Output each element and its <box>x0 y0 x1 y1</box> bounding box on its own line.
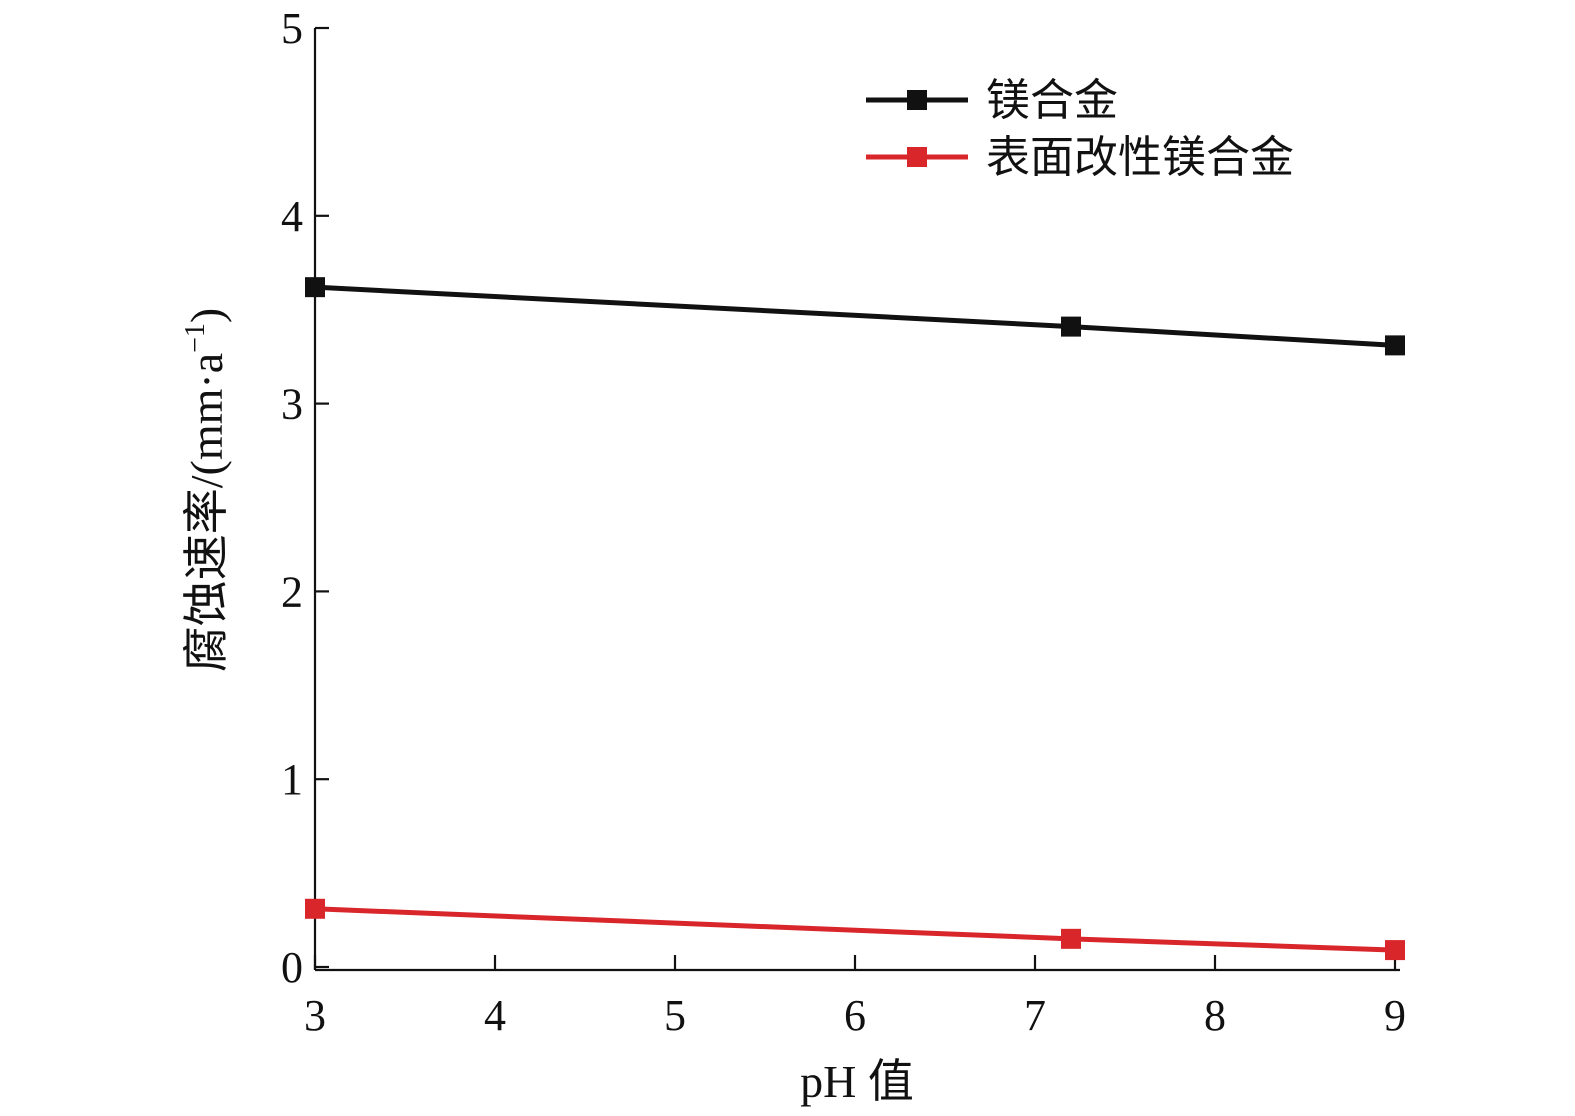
legend-marker <box>907 147 927 167</box>
y-axis-label: 腐蚀速率/(mm·a−1) <box>180 308 232 673</box>
series-line <box>314 284 1396 348</box>
legend-label: 镁合金 <box>986 76 1118 125</box>
y-tick-label: 2 <box>281 567 303 616</box>
legend-marker <box>907 90 927 110</box>
y-tick-label: 3 <box>281 380 303 429</box>
x-axis-label: pH 值 <box>800 1056 914 1107</box>
data-point <box>1061 316 1081 337</box>
data-point <box>1385 940 1405 961</box>
x-tick-label: 3 <box>304 991 326 1040</box>
y-tick-label: 0 <box>281 943 303 992</box>
legend-label: 表面改性镁合金 <box>986 133 1294 182</box>
data-point <box>1385 335 1405 356</box>
y-tick-label: 1 <box>281 755 303 804</box>
y-tick-label: 4 <box>281 192 303 241</box>
series-1 <box>305 277 1405 356</box>
y-ticks: 0 1 2 3 4 5 <box>281 4 329 992</box>
data-point <box>305 277 325 298</box>
y-tick-label: 5 <box>281 4 303 53</box>
data-point <box>305 898 325 919</box>
y-axis-label-superscript: −1 <box>180 323 211 353</box>
legend-item: 镁合金 <box>866 76 1118 125</box>
y-axis-label-main: 腐蚀速率/(mm·a <box>181 353 232 672</box>
x-tick-label: 8 <box>1204 991 1226 1040</box>
x-tick-label: 6 <box>844 991 866 1040</box>
data-point <box>1061 928 1081 949</box>
legend-item: 表面改性镁合金 <box>866 133 1294 182</box>
series-2 <box>305 898 1405 961</box>
y-axis-label-tail: ) <box>181 308 232 323</box>
series-line <box>314 906 1396 953</box>
x-tick-label: 5 <box>664 991 686 1040</box>
x-tick-label: 7 <box>1024 991 1046 1040</box>
x-tick-label: 9 <box>1384 991 1406 1040</box>
x-tick-label: 4 <box>484 991 506 1040</box>
series-layer <box>305 277 1405 961</box>
x-ticks: 3 4 5 6 7 8 9 <box>304 955 1406 1040</box>
